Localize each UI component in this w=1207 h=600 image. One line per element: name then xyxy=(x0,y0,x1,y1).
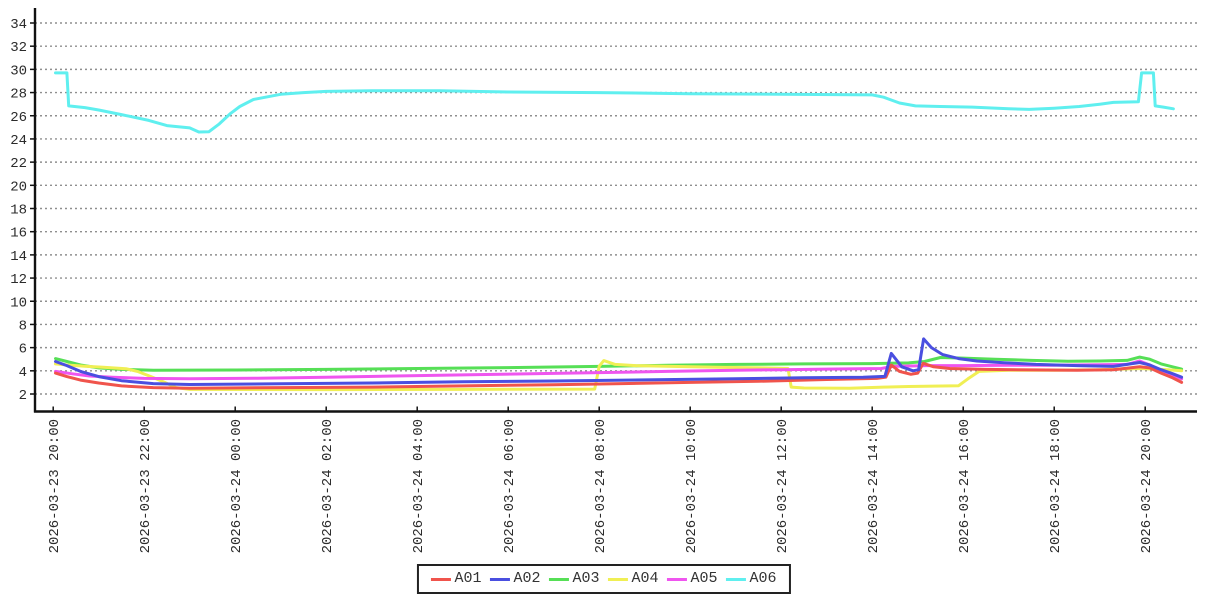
legend-item-a06: A06 xyxy=(725,570,777,588)
y-tick-label: 30 xyxy=(10,63,27,79)
y-tick-label: 28 xyxy=(10,87,27,103)
gridlines xyxy=(35,22,1197,395)
legend-item-a05: A05 xyxy=(666,570,718,588)
axes xyxy=(33,8,1197,413)
series-line-a06 xyxy=(54,71,1175,134)
x-tick-label: 2026-03-24 14:00 xyxy=(866,419,882,553)
x-tick-label: 2026-03-24 04:00 xyxy=(411,419,427,553)
legend-swatch-a03 xyxy=(548,577,569,581)
y-tick-label: 4 xyxy=(19,365,27,381)
x-tick-label: 2026-03-23 20:00 xyxy=(47,419,63,553)
y-tick-label: 10 xyxy=(10,295,27,311)
legend-swatch-a02 xyxy=(489,577,510,581)
legend-label: A06 xyxy=(749,570,777,587)
x-tick-label: 2026-03-24 00:00 xyxy=(229,419,245,553)
chart-legend: A01 A02 A03 A04 A05 A06 xyxy=(416,564,791,594)
series-line-a02 xyxy=(54,337,1184,386)
x-tick-label: 2026-03-24 16:00 xyxy=(957,419,973,553)
y-tick-label: 14 xyxy=(10,249,27,265)
legend-label: A05 xyxy=(690,570,718,587)
y-tick-label: 22 xyxy=(10,156,27,172)
x-tick-label: 2026-03-24 18:00 xyxy=(1048,419,1064,553)
legend-swatch-a05 xyxy=(666,577,687,581)
x-axis-tick-labels: 2026-03-23 20:00 2026-03-23 22:00 2026-03-… xyxy=(47,406,1155,553)
x-tick-label: 2026-03-24 08:00 xyxy=(593,419,609,553)
x-tick-label: 2026-03-24 12:00 xyxy=(775,419,791,553)
legend-swatch-a04 xyxy=(607,577,628,581)
y-tick-label: 32 xyxy=(10,40,27,56)
y-tick-label: 26 xyxy=(10,110,27,126)
legend-label: A02 xyxy=(513,570,541,587)
x-tick-label: 2026-03-23 22:00 xyxy=(138,419,154,553)
x-tick-label: 2026-03-24 06:00 xyxy=(502,419,518,553)
legend-swatch-a01 xyxy=(430,577,451,581)
x-tick-label: 2026-03-24 20:00 xyxy=(1139,419,1155,553)
legend-label: A03 xyxy=(572,570,600,587)
legend-item-a04: A04 xyxy=(607,570,659,588)
x-tick-label: 2026-03-24 10:00 xyxy=(684,419,700,553)
y-tick-label: 18 xyxy=(10,203,27,219)
y-tick-label: 20 xyxy=(10,179,27,195)
x-tick-label: 2026-03-24 02:00 xyxy=(320,419,336,553)
legend-swatch-a06 xyxy=(725,577,746,581)
legend-label: A04 xyxy=(631,570,659,587)
y-tick-label: 2 xyxy=(19,388,27,404)
y-tick-label: 8 xyxy=(19,318,27,334)
series-lines xyxy=(54,71,1184,392)
y-tick-label: 6 xyxy=(19,342,27,358)
legend-item-a02: A02 xyxy=(489,570,540,588)
y-tick-label: 16 xyxy=(10,226,27,242)
legend-label: A01 xyxy=(454,570,482,587)
legend-item-a01: A01 xyxy=(430,570,481,588)
y-tick-label: 12 xyxy=(10,272,27,288)
legend-item-a03: A03 xyxy=(548,570,600,588)
y-tick-label: 24 xyxy=(10,133,27,149)
series-line-a03 xyxy=(54,355,1184,372)
y-tick-label: 34 xyxy=(10,17,27,33)
